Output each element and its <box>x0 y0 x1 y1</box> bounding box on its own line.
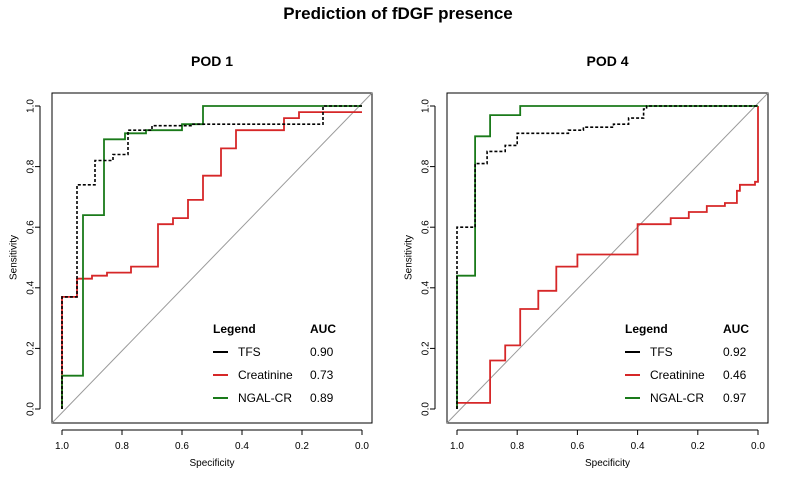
legend-auc-value: 0.92 <box>723 345 747 359</box>
roc-curve-tfs <box>456 105 758 409</box>
roc-curve-creatinine <box>61 111 362 409</box>
y-tick-label: 0.2 <box>421 341 432 355</box>
legend-auc-value: 0.97 <box>723 391 747 405</box>
roc-curve-tfs <box>61 105 362 409</box>
x-tick-label: 0.6 <box>175 441 189 452</box>
reference-diagonal <box>51 92 373 424</box>
y-tick-label: 1.0 <box>421 99 432 113</box>
legend-auc-value: 0.90 <box>310 345 334 359</box>
chart-panel-2: POD 4 1.0 0.8 0.6 0.4 0.2 0.0 Specificity 0.0 0.2… <box>404 53 769 469</box>
y-axis-label: Sensitivity <box>404 235 415 280</box>
x-tick-label: 1.0 <box>450 441 464 452</box>
y-tick-label: 0.8 <box>421 159 432 173</box>
legend-entry: Creatinine <box>238 368 293 382</box>
legend-entry: TFS <box>650 345 673 359</box>
y-tick-label: 1.0 <box>26 99 37 113</box>
y-tick-label: 0.2 <box>26 341 37 355</box>
legend: Legend AUC TFS 0.92 Creatinine 0.46 NGAL-CR 0.9… <box>625 322 749 405</box>
y-tick-label: 0.6 <box>421 220 432 234</box>
legend-entry: Creatinine <box>650 368 705 382</box>
panel-title: POD 4 <box>586 53 628 69</box>
x-tick-label: 0.8 <box>510 441 524 452</box>
x-axis-label: Specificity <box>189 458 234 469</box>
x-tick-label: 0.8 <box>115 441 129 452</box>
chart-main-title: Prediction of fDGF presence <box>283 4 513 23</box>
plot-frame <box>51 92 373 424</box>
auc-header: AUC <box>723 322 749 336</box>
roc-curve-ngal-cr <box>456 105 758 409</box>
y-tick-label: 0.4 <box>421 280 432 294</box>
chart-panel-1: POD 1 1.0 0.8 0.6 0.4 0.2 0.0 Specificity 0.0 0.2… <box>9 53 373 469</box>
panel-title: POD 1 <box>191 53 233 69</box>
legend-entry: NGAL-CR <box>650 391 704 405</box>
legend-entry: TFS <box>238 345 261 359</box>
y-tick-label: 0.4 <box>26 280 37 294</box>
legend-header: Legend <box>625 322 668 336</box>
y-tick-label: 0.0 <box>26 402 37 416</box>
x-tick-label: 0.0 <box>751 441 765 452</box>
legend-auc-value: 0.73 <box>310 368 334 382</box>
x-tick-label: 0.6 <box>570 441 584 452</box>
legend-header: Legend <box>213 322 256 336</box>
plot-frame <box>446 92 769 424</box>
auc-header: AUC <box>310 322 336 336</box>
x-tick-label: 0.0 <box>355 441 369 452</box>
legend-auc-value: 0.89 <box>310 391 334 405</box>
x-tick-label: 0.4 <box>235 441 249 452</box>
roc-curve-creatinine <box>456 106 759 409</box>
legend-auc-value: 0.46 <box>723 368 747 382</box>
x-tick-label: 0.2 <box>295 441 309 452</box>
roc-curve-ngal-cr <box>61 105 362 409</box>
y-tick-label: 0.8 <box>26 159 37 173</box>
legend-entry: NGAL-CR <box>238 391 292 405</box>
y-axis-label: Sensitivity <box>9 235 20 280</box>
reference-diagonal <box>446 92 769 424</box>
x-tick-label: 0.2 <box>691 441 705 452</box>
legend: Legend AUC TFS 0.90 Creatinine 0.73 NGAL-CR 0.8… <box>213 322 336 405</box>
x-tick-label: 0.4 <box>631 441 645 452</box>
x-axis-label: Specificity <box>585 458 630 469</box>
y-tick-label: 0.0 <box>421 402 432 416</box>
x-tick-label: 1.0 <box>55 441 69 452</box>
y-tick-label: 0.6 <box>26 220 37 234</box>
